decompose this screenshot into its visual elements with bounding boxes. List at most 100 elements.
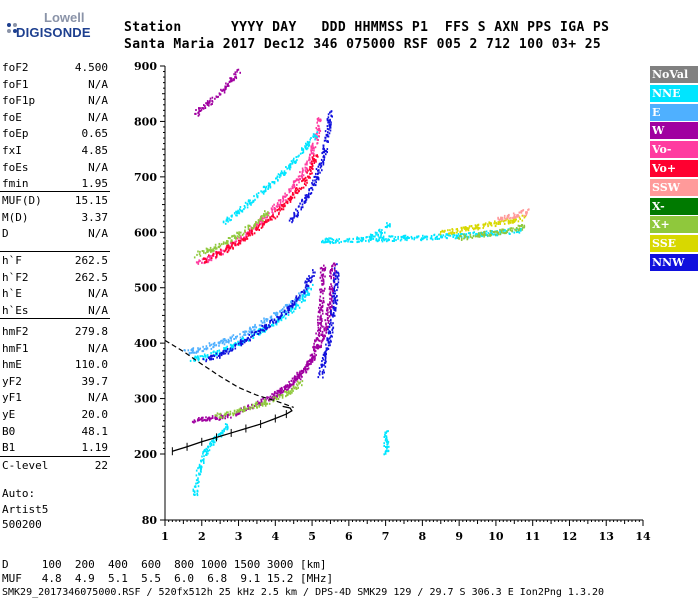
echo-point xyxy=(258,224,260,227)
echo-point xyxy=(218,433,221,435)
echo-point xyxy=(461,229,463,232)
echo-point xyxy=(329,111,331,114)
echo-point xyxy=(247,234,250,237)
echo-point xyxy=(334,290,336,293)
echo-point xyxy=(305,290,307,293)
echo-point xyxy=(329,126,331,129)
echo-point xyxy=(259,333,261,336)
echo-point xyxy=(231,245,233,248)
echo-point xyxy=(313,346,315,349)
echo-point xyxy=(234,71,237,74)
echo-point xyxy=(204,448,206,451)
echo-point xyxy=(294,386,297,389)
echo-point xyxy=(305,288,308,291)
echo-point xyxy=(293,381,296,383)
echo-point xyxy=(301,380,304,383)
echo-point xyxy=(285,312,288,315)
echo-point xyxy=(206,354,209,357)
echo-point xyxy=(456,229,459,232)
echo-point xyxy=(385,225,388,228)
echo-point xyxy=(324,139,327,142)
param-label: yE xyxy=(2,408,16,421)
echo-point xyxy=(276,395,278,398)
echo-point xyxy=(306,363,309,366)
echo-point xyxy=(320,162,323,165)
x-tick-label: 6 xyxy=(345,530,353,543)
echo-point xyxy=(272,321,275,324)
echo-point xyxy=(197,355,199,358)
echo-point xyxy=(320,333,323,336)
echo-point xyxy=(323,156,326,159)
echo-point xyxy=(448,232,450,235)
echo-point xyxy=(309,161,311,164)
echo-point xyxy=(327,140,329,143)
echo-point xyxy=(187,349,190,352)
echo-point xyxy=(296,371,298,374)
echo-point xyxy=(279,174,281,176)
echo-point xyxy=(449,232,451,235)
echo-point xyxy=(197,467,199,470)
echo-point xyxy=(304,179,306,182)
echo-point xyxy=(315,346,318,349)
echo-point xyxy=(444,229,446,232)
echo-point xyxy=(219,433,222,436)
echo-point xyxy=(265,213,268,216)
echo-point xyxy=(294,298,296,301)
echo-point xyxy=(327,328,329,331)
y-tick-label: 600 xyxy=(134,226,157,239)
echo-point xyxy=(286,167,288,170)
echo-point xyxy=(323,354,325,357)
echo-point xyxy=(236,409,239,412)
echo-point xyxy=(224,412,226,415)
echo-point xyxy=(325,325,328,328)
echo-point xyxy=(311,183,314,186)
echo-point xyxy=(313,158,316,161)
echo-point xyxy=(199,254,202,257)
echo-point xyxy=(513,216,516,218)
echo-point xyxy=(217,251,220,254)
echo-point xyxy=(500,231,503,234)
echo-point xyxy=(332,299,335,302)
echo-point xyxy=(320,363,322,366)
echo-point xyxy=(214,243,217,246)
echo-point xyxy=(388,235,390,238)
echo-point xyxy=(394,236,397,239)
echo-point xyxy=(209,246,212,249)
echo-point xyxy=(333,295,335,297)
echo-point xyxy=(521,209,524,212)
echo-point xyxy=(430,236,433,239)
echo-point xyxy=(343,240,345,243)
echo-point xyxy=(410,235,413,238)
legend-item: X- xyxy=(650,197,698,215)
param-row: yF2 39.7 xyxy=(2,375,108,391)
echo-point xyxy=(209,441,212,444)
echo-point xyxy=(296,215,299,218)
echo-point xyxy=(302,299,304,302)
param-value: N/A xyxy=(88,160,108,174)
echo-point xyxy=(281,308,284,311)
echo-point xyxy=(220,339,222,342)
echo-point xyxy=(264,188,267,191)
echo-point xyxy=(266,326,268,329)
echo-point xyxy=(194,355,196,358)
auto-label: Auto: xyxy=(2,487,36,500)
echo-point xyxy=(229,343,232,346)
echo-point xyxy=(482,233,484,236)
echo-point xyxy=(294,180,297,182)
echo-point xyxy=(262,192,265,195)
echo-point xyxy=(306,360,308,363)
echo-point xyxy=(303,292,306,295)
echo-point xyxy=(509,220,511,223)
echo-point xyxy=(520,210,523,212)
echo-point xyxy=(236,231,238,234)
echo-point xyxy=(318,132,321,135)
echo-point xyxy=(307,194,310,197)
echo-point xyxy=(483,235,485,238)
echo-point xyxy=(383,436,386,438)
param-row: foF1 N/A xyxy=(2,78,108,94)
echo-point xyxy=(258,328,260,331)
echo-point xyxy=(319,130,322,132)
echo-point xyxy=(291,311,293,314)
echo-point xyxy=(256,406,258,409)
echo-point xyxy=(197,419,199,422)
